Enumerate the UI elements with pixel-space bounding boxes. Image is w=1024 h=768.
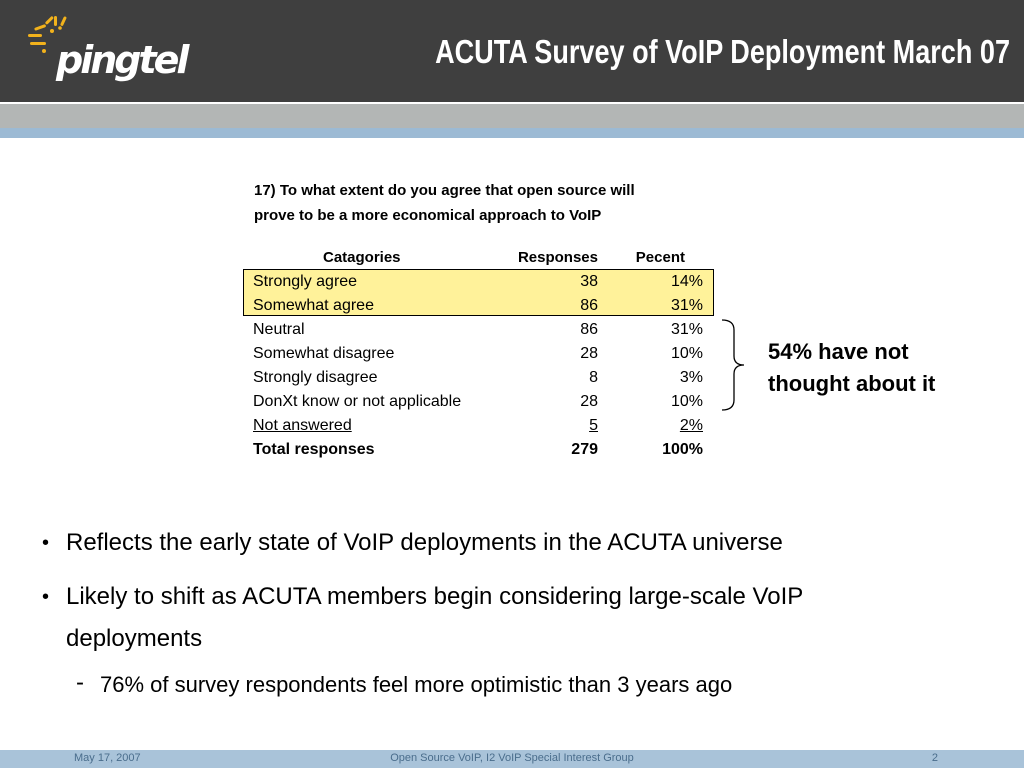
table-row: Strongly agree 38 14% [243,270,715,294]
row-category: DonXt know or not applicable [253,393,462,410]
row-percent: 10% [670,345,703,362]
question-line-2: prove to be a more economical approach t… [254,207,602,224]
bullet-item: • Reflects the early state of VoIP deplo… [42,522,1002,564]
sunburst-icon [28,16,67,53]
row-percent: 14% [670,273,703,290]
row-category: Not answered [253,417,352,434]
row-category: Strongly agree [253,273,358,290]
curly-brace-icon [721,319,745,411]
bullet-text-line-1: Likely to shift as ACUTA members begin c… [66,583,804,610]
header-categories: Catagories [323,249,401,266]
row-percent: 10% [670,393,703,410]
header-responses: Responses [517,249,598,266]
blue-band [0,128,1024,138]
row-responses: 8 [589,369,598,386]
row-percent: 31% [670,321,703,338]
row-category: Somewhat disagree [253,345,395,362]
slide-title: ACUTA Survey of VoIP Deployment March 07 [435,33,1010,70]
survey-table: Catagories Responses Pecent Strongly agr… [243,246,715,462]
bullet-text-line-2: deployments [66,625,203,652]
table-row: Neutral 86 31% [243,318,715,342]
header-percent: Pecent [635,249,685,266]
sub-bullet-item: - 76% of survey respondents feel more op… [42,669,1002,700]
note-line-1: 54% have not [768,339,909,364]
logo-wordmark: pingtel [56,38,189,82]
table-total-row: Total responses 279 100% [243,438,715,462]
row-category: Somewhat agree [253,297,374,314]
note-line-2: thought about it [768,371,936,396]
question-line-1: 17) To what extent do you agree that ope… [254,182,635,199]
bullet-text: Reflects the early state of VoIP deploym… [66,529,783,556]
row-category: Neutral [253,321,305,338]
row-percent: 2% [679,417,703,434]
dash-icon: - [76,669,84,696]
row-responses: 28 [580,393,598,410]
bullet-list: • Reflects the early state of VoIP deplo… [42,522,1002,700]
table-row: Not answered 5 2% [243,414,715,438]
row-responses: 86 [580,321,598,338]
footer-date: May 17, 2007 [74,752,141,764]
bullet-dot-icon: • [42,586,50,608]
survey-question: 17) To what extent do you agree that ope… [254,178,774,228]
table-header-row: Catagories Responses Pecent [243,246,715,270]
footer-title: Open Source VoIP, I2 VoIP Special Intere… [390,752,634,764]
bullet-dot-icon: • [42,532,50,554]
slide-footer: May 17, 2007 Open Source VoIP, I2 VoIP S… [0,750,1024,768]
row-responses: 28 [580,345,598,362]
annotation-note: 54% have not thought about it [768,336,1008,400]
gray-band [0,104,1024,128]
row-responses: 38 [580,273,598,290]
page-number: 2 [931,752,938,764]
total-percent: 100% [662,441,703,458]
row-category: Strongly disagree [253,369,378,386]
sub-bullet-text: 76% of survey respondents feel more opti… [100,672,733,697]
company-logo: pingtel [24,14,194,90]
table-row: Somewhat agree 86 31% [243,294,715,318]
agree-highlight-box [243,269,714,316]
total-label: Total responses [253,441,375,458]
row-percent: 31% [670,297,703,314]
row-percent: 3% [679,369,703,386]
table-row: DonXt know or not applicable 28 10% [243,390,715,414]
bullet-item: • Likely to shift as ACUTA members begin… [42,576,1002,660]
table-row: Somewhat disagree 28 10% [243,342,715,366]
total-responses: 279 [571,441,598,458]
row-responses: 86 [580,297,598,314]
slide-header: pingtel ACUTA Survey of VoIP Deployment … [0,0,1024,102]
row-responses: 5 [589,417,598,434]
header-divider [0,102,1024,104]
table-row: Strongly disagree 8 3% [243,366,715,390]
